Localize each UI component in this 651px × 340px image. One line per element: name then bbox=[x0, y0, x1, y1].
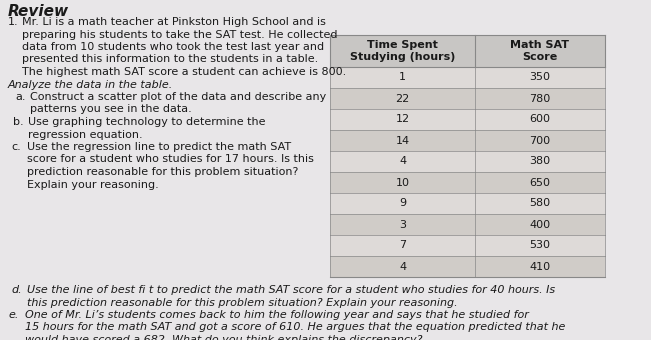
Text: presented this information to the students in a table.: presented this information to the studen… bbox=[22, 54, 318, 65]
Bar bbox=[330, 235, 605, 256]
Bar bbox=[330, 214, 605, 235]
Text: 530: 530 bbox=[529, 240, 551, 251]
Bar bbox=[330, 151, 605, 172]
Text: 380: 380 bbox=[529, 156, 551, 167]
Text: prediction reasonable for this problem situation?: prediction reasonable for this problem s… bbox=[27, 167, 298, 177]
Text: 400: 400 bbox=[529, 220, 551, 230]
Text: 3: 3 bbox=[399, 220, 406, 230]
Text: 700: 700 bbox=[529, 136, 551, 146]
Text: Review: Review bbox=[8, 4, 69, 19]
Text: 600: 600 bbox=[529, 115, 551, 124]
Text: 10: 10 bbox=[396, 177, 409, 187]
Bar bbox=[330, 35, 605, 67]
Text: e.: e. bbox=[8, 310, 18, 320]
Text: 780: 780 bbox=[529, 94, 551, 103]
Text: would have scored a 682. What do you think explains the discrepancy?: would have scored a 682. What do you thi… bbox=[25, 335, 422, 340]
Text: c.: c. bbox=[11, 142, 21, 152]
Text: Mr. Li is a math teacher at Pinkston High School and is: Mr. Li is a math teacher at Pinkston Hig… bbox=[22, 17, 326, 27]
Bar bbox=[330, 109, 605, 130]
Text: this prediction reasonable for this problem situation? Explain your reasoning.: this prediction reasonable for this prob… bbox=[27, 298, 458, 307]
Text: Math SAT
Score: Math SAT Score bbox=[510, 40, 570, 62]
Text: b.: b. bbox=[13, 117, 23, 127]
Bar bbox=[330, 193, 605, 214]
Text: d.: d. bbox=[11, 285, 21, 295]
Text: The highest math SAT score a student can achieve is 800.: The highest math SAT score a student can… bbox=[22, 67, 346, 77]
Bar bbox=[330, 130, 605, 151]
Text: 22: 22 bbox=[395, 94, 409, 103]
Bar bbox=[330, 256, 605, 277]
Text: 12: 12 bbox=[395, 115, 409, 124]
Text: 650: 650 bbox=[529, 177, 551, 187]
Text: 7: 7 bbox=[399, 240, 406, 251]
Text: score for a student who studies for 17 hours. Is this: score for a student who studies for 17 h… bbox=[27, 154, 314, 165]
Bar bbox=[330, 172, 605, 193]
Text: Time Spent
Studying (hours): Time Spent Studying (hours) bbox=[350, 40, 455, 62]
Bar bbox=[330, 88, 605, 109]
Text: Use the regression line to predict the math SAT: Use the regression line to predict the m… bbox=[27, 142, 291, 152]
Text: 9: 9 bbox=[399, 199, 406, 208]
Text: 4: 4 bbox=[399, 156, 406, 167]
Text: regression equation.: regression equation. bbox=[28, 130, 143, 139]
Text: data from 10 students who took the test last year and: data from 10 students who took the test … bbox=[22, 42, 324, 52]
Text: 14: 14 bbox=[395, 136, 409, 146]
Text: Use graphing technology to determine the: Use graphing technology to determine the bbox=[28, 117, 266, 127]
Text: 15 hours for the math SAT and got a score of 610. He argues that the equation pr: 15 hours for the math SAT and got a scor… bbox=[25, 323, 565, 333]
Text: patterns you see in the data.: patterns you see in the data. bbox=[30, 104, 192, 115]
Text: Use the line of best fi t to predict the math SAT score for a student who studie: Use the line of best fi t to predict the… bbox=[27, 285, 555, 295]
Text: 580: 580 bbox=[529, 199, 551, 208]
Text: 350: 350 bbox=[529, 72, 551, 83]
Text: Construct a scatter plot of the data and describe any: Construct a scatter plot of the data and… bbox=[30, 92, 326, 102]
Text: 410: 410 bbox=[529, 261, 551, 272]
Bar bbox=[330, 67, 605, 88]
Text: a.: a. bbox=[15, 92, 25, 102]
Text: Explain your reasoning.: Explain your reasoning. bbox=[27, 180, 159, 189]
Text: Analyze the data in the table.: Analyze the data in the table. bbox=[8, 80, 173, 89]
Text: 4: 4 bbox=[399, 261, 406, 272]
Text: preparing his students to take the SAT test. He collected: preparing his students to take the SAT t… bbox=[22, 30, 337, 39]
Text: 1.: 1. bbox=[8, 17, 19, 27]
Text: 1: 1 bbox=[399, 72, 406, 83]
Text: One of Mr. Li’s students comes back to him the following year and says that he s: One of Mr. Li’s students comes back to h… bbox=[25, 310, 529, 320]
